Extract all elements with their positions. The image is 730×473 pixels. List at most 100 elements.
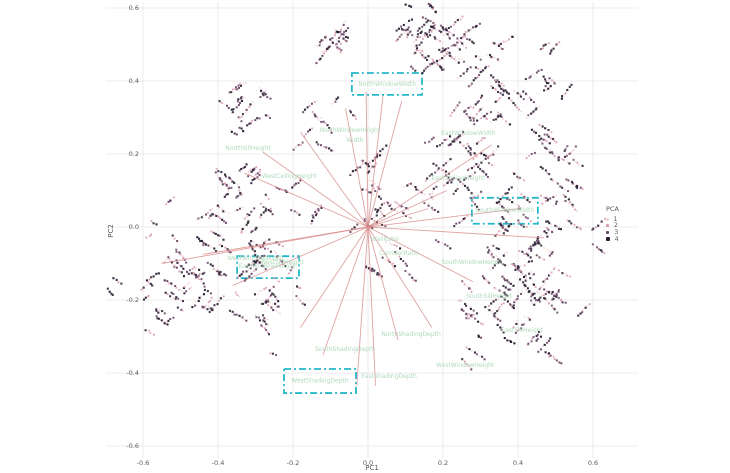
scatter-point <box>445 138 448 141</box>
scatter-point <box>539 48 542 51</box>
scatter-point <box>269 352 272 355</box>
scatter-point <box>487 308 489 311</box>
scatter-point <box>502 206 505 209</box>
scatter-point <box>210 308 213 311</box>
scatter-point <box>314 210 317 213</box>
scatter-point <box>253 269 256 272</box>
scatter-point <box>569 275 572 278</box>
scatter-point <box>366 171 369 174</box>
scatter-point <box>258 260 261 262</box>
scatter-point <box>504 89 507 92</box>
scatter-point <box>201 305 204 308</box>
scatter-point <box>540 234 543 237</box>
scatter-point <box>487 65 490 68</box>
scatter-point <box>463 110 466 113</box>
scatter-point <box>376 153 379 156</box>
scatter-point <box>438 166 440 168</box>
scatter-point <box>555 195 558 197</box>
scatter-point <box>523 286 525 289</box>
scatter-point <box>385 241 387 244</box>
scatter-point <box>469 152 472 155</box>
scatter-point <box>492 76 495 79</box>
scatter-point <box>517 177 520 180</box>
scatter-point <box>142 298 146 301</box>
scatter-point <box>396 210 398 213</box>
scatter-point <box>261 325 264 328</box>
scatter-point <box>503 230 506 232</box>
loading-label: Width <box>346 137 364 144</box>
scatter-point <box>467 188 470 191</box>
legend-item[interactable]: 4 <box>606 236 619 243</box>
scatter-point <box>367 267 371 270</box>
scatter-point <box>543 258 546 261</box>
scatter-point <box>455 138 458 141</box>
scatter-point <box>203 271 206 274</box>
scatter-point <box>507 92 510 95</box>
scatter-point <box>220 101 223 104</box>
scatter-point <box>259 89 263 92</box>
scatter-point <box>490 254 493 257</box>
scatter-point <box>462 44 465 47</box>
scatter-point <box>322 120 325 123</box>
scatter-point <box>497 99 499 102</box>
scatter-point <box>420 41 423 44</box>
scatter-point <box>519 93 521 96</box>
scatter-point <box>444 27 447 30</box>
scatter-point <box>443 172 446 174</box>
scatter-point <box>187 272 190 275</box>
scatter-point <box>345 20 347 23</box>
scatter-point <box>271 292 274 295</box>
scatter-point <box>349 109 352 112</box>
scatter-point <box>502 88 505 91</box>
legend-item[interactable]: 3 <box>606 229 619 236</box>
scatter-point <box>436 63 439 66</box>
scatter-point <box>444 47 447 50</box>
scatter-point <box>435 29 438 31</box>
scatter-point <box>480 96 483 99</box>
scatter-point <box>439 58 441 61</box>
legend-item[interactable]: 1 <box>606 216 619 223</box>
scatter-point <box>524 216 527 219</box>
scatter-point <box>521 273 524 275</box>
scatter-point <box>426 65 429 68</box>
scatter-point <box>548 173 551 176</box>
scatter-point <box>275 298 278 301</box>
scatter-point <box>538 124 541 126</box>
scatter-point <box>552 47 555 50</box>
scatter-point <box>466 68 469 71</box>
scatter-point <box>546 147 549 149</box>
scatter-point <box>236 195 239 198</box>
scatter-point <box>267 304 270 307</box>
scatter-point <box>497 44 501 47</box>
scatter-point <box>266 96 269 99</box>
scatter-point <box>552 81 555 83</box>
legend-item[interactable]: 2 <box>606 222 619 229</box>
scatter-point <box>209 300 212 302</box>
scatter-point <box>415 44 418 47</box>
scatter-point <box>340 28 343 31</box>
scatter-point <box>380 203 384 206</box>
scatter-point <box>591 243 594 246</box>
scatter-point <box>282 263 285 266</box>
scatter-point <box>503 336 506 340</box>
scatter-point <box>336 46 339 49</box>
scatter-point <box>550 292 553 295</box>
scatter-point <box>545 82 549 85</box>
scatter-point <box>443 184 445 187</box>
scatter-point <box>369 269 372 272</box>
loading-arrow <box>367 226 545 239</box>
scatter-point <box>491 310 494 313</box>
scatter-point <box>473 203 476 206</box>
scatter-point <box>406 33 409 36</box>
scatter-point <box>543 297 546 300</box>
scatter-point <box>209 263 212 266</box>
scatter-point <box>467 150 470 153</box>
scatter-point <box>395 29 398 32</box>
scatter-point <box>379 210 382 213</box>
scatter-point <box>512 326 515 329</box>
scatter-point <box>508 123 512 126</box>
scatter-point <box>150 276 153 279</box>
scatter-point <box>506 300 509 303</box>
scatter-point <box>415 47 419 50</box>
scatter-point <box>464 177 467 180</box>
